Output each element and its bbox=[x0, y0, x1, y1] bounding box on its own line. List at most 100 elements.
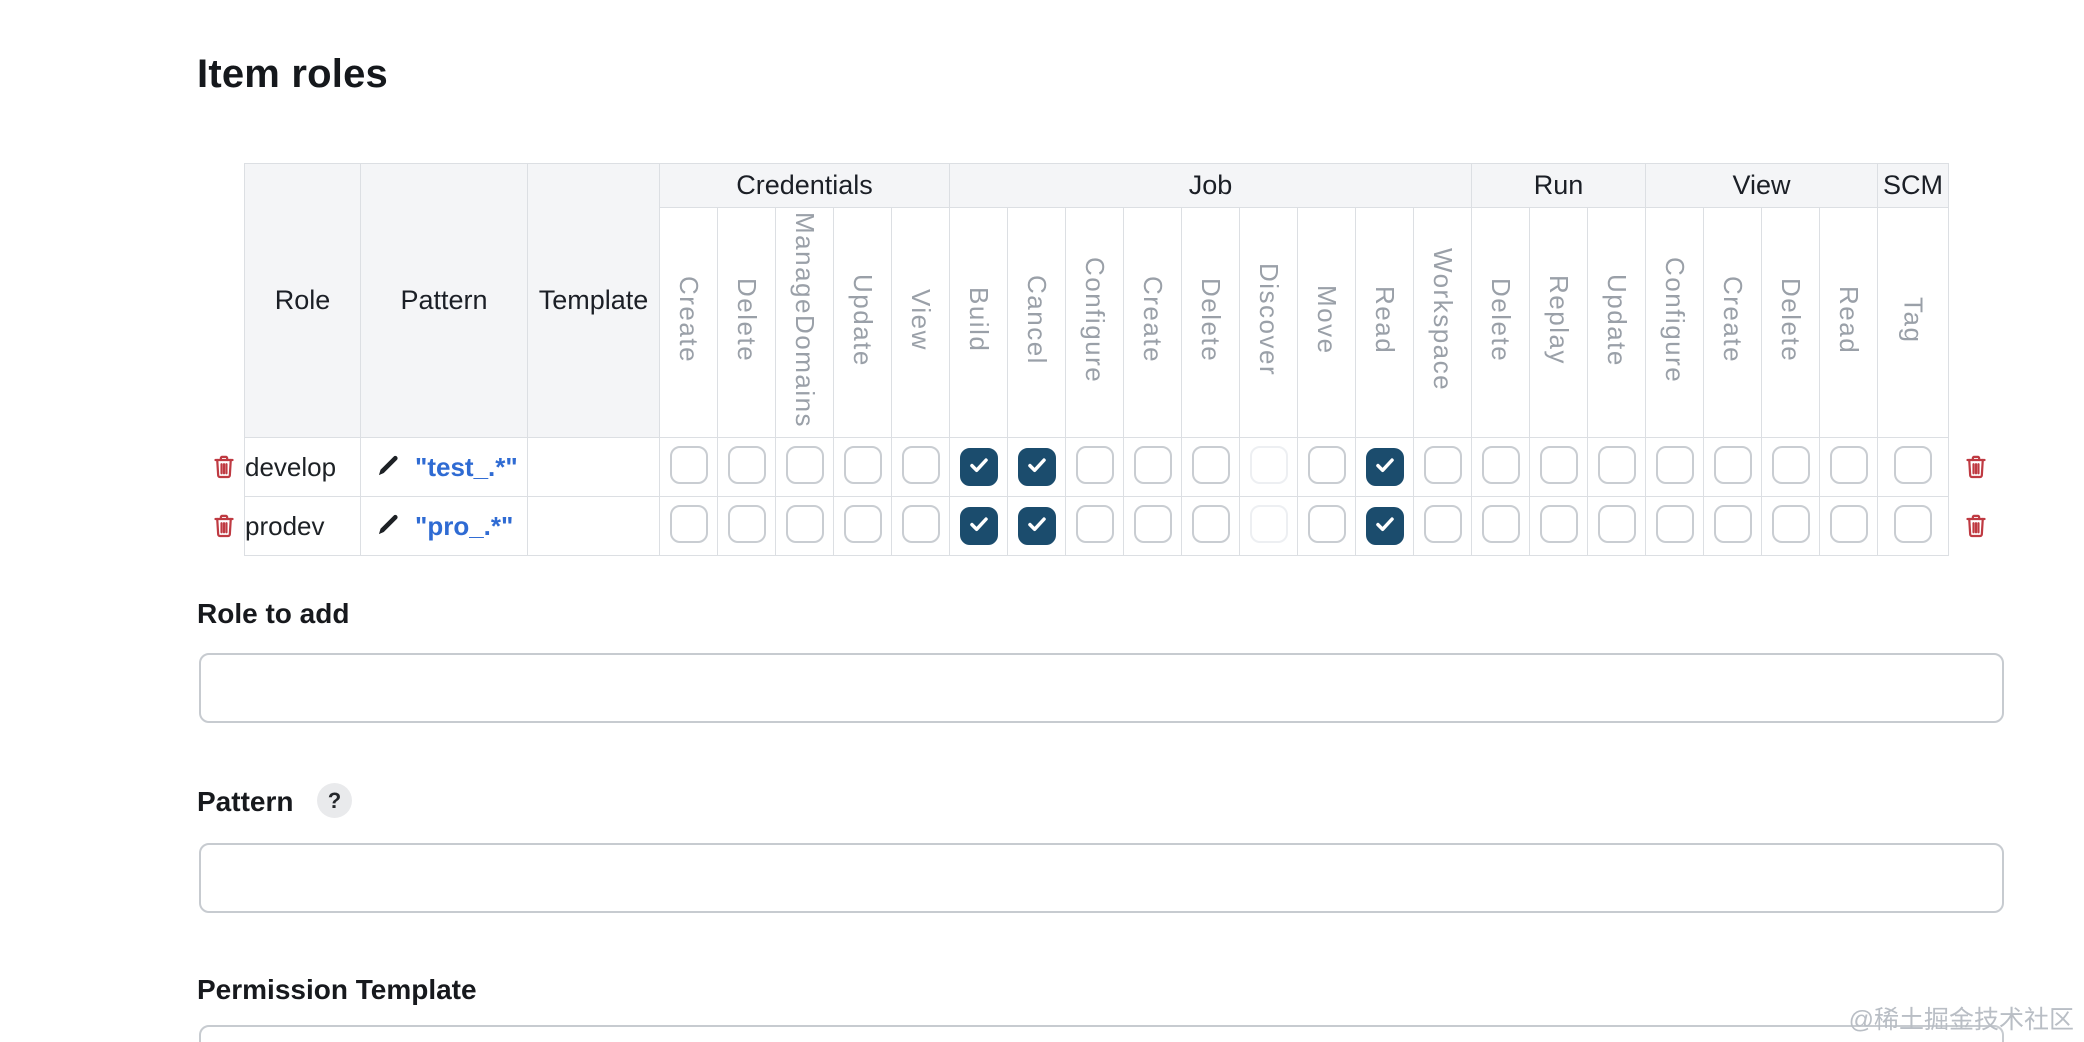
permission-checkbox-run-update[interactable] bbox=[1597, 445, 1636, 484]
watermark: @稀土掘金技术社区 bbox=[1848, 1006, 2074, 1034]
group-header-view: View bbox=[1645, 163, 1878, 208]
pattern-link[interactable]: "pro_.*" bbox=[415, 510, 514, 541]
permission-checkbox-view-delete[interactable] bbox=[1771, 445, 1810, 484]
group-header-scm: SCM bbox=[1877, 163, 1949, 208]
trash-icon bbox=[210, 512, 238, 543]
permission-checkbox-view-delete[interactable] bbox=[1771, 504, 1810, 543]
delete-role-button[interactable] bbox=[1962, 453, 1990, 484]
permission-checkbox-view-create[interactable] bbox=[1713, 504, 1752, 543]
permission-checkbox-job-delete[interactable] bbox=[1191, 504, 1230, 543]
pencil-icon bbox=[375, 511, 402, 541]
check-icon bbox=[966, 511, 992, 542]
permission-checkbox-view-configure[interactable] bbox=[1655, 504, 1694, 543]
permission-checkbox-credentials-managedomains[interactable] bbox=[785, 445, 824, 484]
permission-column-header: Cancel bbox=[1007, 207, 1066, 438]
permission-checkbox-job-workspace[interactable] bbox=[1423, 445, 1462, 484]
edit-pattern-button[interactable] bbox=[375, 511, 402, 541]
permission-checkbox-job-cancel[interactable] bbox=[1017, 507, 1056, 545]
permission-column-header: Delete bbox=[1181, 207, 1240, 438]
row-delete-column-right bbox=[1949, 163, 2003, 557]
permission-checkbox-view-read[interactable] bbox=[1829, 445, 1868, 484]
permission-column-header: Configure bbox=[1645, 207, 1704, 438]
permission-checkbox-job-workspace[interactable] bbox=[1423, 504, 1462, 543]
permission-column-header: Configure bbox=[1065, 207, 1124, 438]
permission-checkbox-job-discover bbox=[1249, 445, 1288, 484]
group-header-credentials: Credentials bbox=[659, 163, 950, 208]
permission-checkbox-scm-tag[interactable] bbox=[1894, 504, 1932, 543]
permission-checkbox-job-create[interactable] bbox=[1133, 504, 1172, 543]
permission-column-header: Read bbox=[1355, 207, 1414, 438]
permission-checkbox-job-build[interactable] bbox=[959, 507, 998, 545]
permission-column-header: View bbox=[891, 207, 950, 438]
column-header-template: Template bbox=[527, 163, 660, 438]
permission-column-header: Delete bbox=[1761, 207, 1820, 438]
permission-checkbox-view-read[interactable] bbox=[1829, 504, 1868, 543]
permission-checkbox-job-read[interactable] bbox=[1365, 507, 1404, 545]
trash-icon bbox=[1962, 512, 1990, 543]
group-header-job: Job bbox=[949, 163, 1472, 208]
permission-checkbox-job-move[interactable] bbox=[1307, 445, 1346, 484]
question-mark-icon: ? bbox=[327, 787, 342, 813]
check-icon bbox=[1024, 452, 1050, 483]
permission-checkbox-job-create[interactable] bbox=[1133, 445, 1172, 484]
permission-checkbox-job-move[interactable] bbox=[1307, 504, 1346, 543]
delete-role-button[interactable] bbox=[1962, 512, 1990, 543]
trash-icon bbox=[210, 453, 238, 484]
permission-column-header: ManageDomains bbox=[775, 207, 834, 438]
item-roles-table: Role Pattern Template Credentials Job Run View… bbox=[244, 163, 1949, 556]
permission-checkbox-credentials-delete[interactable] bbox=[727, 445, 766, 484]
permission-checkbox-credentials-update[interactable] bbox=[843, 445, 882, 484]
permission-checkbox-run-delete[interactable] bbox=[1481, 445, 1520, 484]
table-row: develop "test_.*" bbox=[244, 437, 1949, 497]
role-to-add-label: Role to add bbox=[197, 598, 350, 629]
permission-checkbox-job-read[interactable] bbox=[1365, 448, 1404, 486]
pattern-input[interactable] bbox=[199, 843, 2004, 913]
permission-checkbox-credentials-create[interactable] bbox=[669, 445, 708, 484]
permission-checkbox-view-configure[interactable] bbox=[1655, 445, 1694, 484]
check-icon bbox=[1024, 511, 1050, 542]
page-title: Item roles bbox=[197, 52, 388, 96]
permission-checkbox-job-configure[interactable] bbox=[1075, 504, 1114, 543]
permission-checkbox-run-replay[interactable] bbox=[1539, 504, 1578, 543]
permission-checkbox-scm-tag[interactable] bbox=[1894, 445, 1932, 484]
permission-column-header: Create bbox=[1123, 207, 1182, 438]
delete-role-button[interactable] bbox=[210, 453, 238, 484]
permission-column-header: Build bbox=[949, 207, 1008, 438]
column-header-role: Role bbox=[244, 163, 361, 438]
pattern-link[interactable]: "test_.*" bbox=[415, 451, 518, 482]
permission-checkbox-job-configure[interactable] bbox=[1075, 445, 1114, 484]
edit-pattern-button[interactable] bbox=[375, 452, 402, 482]
permission-column-header: Tag bbox=[1877, 207, 1949, 438]
role-name: develop bbox=[244, 437, 361, 497]
permission-checkbox-run-delete[interactable] bbox=[1481, 504, 1520, 543]
permission-checkbox-job-delete[interactable] bbox=[1191, 445, 1230, 484]
permission-checkbox-run-update[interactable] bbox=[1597, 504, 1636, 543]
permission-column-header: Update bbox=[833, 207, 892, 438]
role-to-add-input[interactable] bbox=[199, 653, 2004, 723]
table-row: prodev "pro_.*" bbox=[244, 496, 1949, 556]
template-cell bbox=[527, 496, 660, 556]
column-header-pattern: Pattern bbox=[360, 163, 528, 438]
pencil-icon bbox=[375, 452, 402, 482]
permission-checkbox-view-create[interactable] bbox=[1713, 445, 1752, 484]
permission-template-input[interactable] bbox=[199, 1025, 2004, 1042]
permission-checkbox-credentials-view[interactable] bbox=[901, 445, 940, 484]
permission-column-header: Replay bbox=[1529, 207, 1588, 438]
permission-checkbox-credentials-delete[interactable] bbox=[727, 504, 766, 543]
permission-checkbox-credentials-create[interactable] bbox=[669, 504, 708, 543]
check-icon bbox=[1372, 452, 1398, 483]
permission-column-header: Discover bbox=[1239, 207, 1298, 438]
trash-icon bbox=[1962, 453, 1990, 484]
permission-column-header: Move bbox=[1297, 207, 1356, 438]
permission-checkbox-run-replay[interactable] bbox=[1539, 445, 1578, 484]
template-cell bbox=[527, 437, 660, 497]
permission-checkbox-credentials-view[interactable] bbox=[901, 504, 940, 543]
delete-role-button[interactable] bbox=[210, 512, 238, 543]
permission-checkbox-credentials-managedomains[interactable] bbox=[785, 504, 824, 543]
permission-checkbox-job-cancel[interactable] bbox=[1017, 448, 1056, 486]
permission-checkbox-job-build[interactable] bbox=[959, 448, 998, 486]
check-icon bbox=[966, 452, 992, 483]
pattern-help-button[interactable]: ? bbox=[317, 783, 352, 818]
permission-checkbox-credentials-update[interactable] bbox=[843, 504, 882, 543]
pattern-label: Pattern bbox=[197, 786, 294, 817]
